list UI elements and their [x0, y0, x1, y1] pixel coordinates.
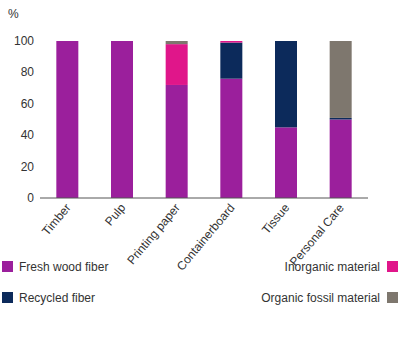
- bar-segment: [56, 41, 78, 42]
- y-tick-label: 0: [27, 191, 34, 205]
- bar-segment: [330, 41, 352, 118]
- bar-segment: [56, 41, 78, 198]
- legend-label: Organic fossil material: [261, 291, 380, 305]
- chart: % 0 20 40 60 80 100 Timber PulpPrinting paperCon…: [0, 0, 402, 345]
- x-tick-label: Printing paper: [124, 201, 183, 267]
- bar-segment: [220, 43, 242, 79]
- x-tick-label: Pulp: [102, 201, 128, 229]
- bar-segment: [111, 41, 133, 42]
- legend-swatch: [2, 292, 13, 303]
- bar-segment: [220, 79, 242, 198]
- bar-segment: [166, 44, 188, 85]
- bars: [56, 41, 351, 198]
- bar-segment: [275, 41, 297, 42]
- bar-segment: [330, 120, 352, 199]
- x-tick-label: Personal Care: [287, 201, 347, 269]
- legend-label: Fresh wood fiber: [19, 260, 108, 274]
- y-tick-label: 80: [21, 65, 35, 79]
- bar-segment: [111, 41, 133, 42]
- y-label: %: [8, 7, 19, 21]
- bar-segment: [220, 41, 242, 43]
- y-tick-label: 60: [21, 97, 35, 111]
- y-tick-label: 40: [21, 128, 35, 142]
- legend-label: Inorganic material: [285, 260, 380, 274]
- legend-swatch: [387, 261, 398, 272]
- bar-segment: [56, 41, 78, 42]
- x-tick-label: Tissue: [259, 201, 292, 237]
- bar-segment: [220, 41, 242, 42]
- bar-segment: [166, 41, 188, 44]
- x-tick-label: Timber: [39, 201, 73, 238]
- bar-segment: [111, 41, 133, 42]
- bar-segment: [56, 41, 78, 42]
- x-axis: [40, 198, 368, 199]
- bar-segment: [111, 41, 133, 198]
- bar-segment: [330, 118, 352, 120]
- y-tick-label: 20: [21, 160, 35, 174]
- y-tick-label: 100: [14, 34, 34, 48]
- bar-segment: [275, 127, 297, 198]
- legend-swatch: [387, 292, 398, 303]
- bar-segment: [166, 85, 188, 198]
- legend-label: Recycled fiber: [19, 291, 95, 305]
- bar-segment: [275, 41, 297, 42]
- bar-segment: [275, 41, 297, 127]
- x-tick-label: Containerboard: [174, 201, 238, 273]
- legend: Fresh wood fiber Recycled fiber Inorganic …: [2, 260, 398, 305]
- legend-swatch: [2, 261, 13, 272]
